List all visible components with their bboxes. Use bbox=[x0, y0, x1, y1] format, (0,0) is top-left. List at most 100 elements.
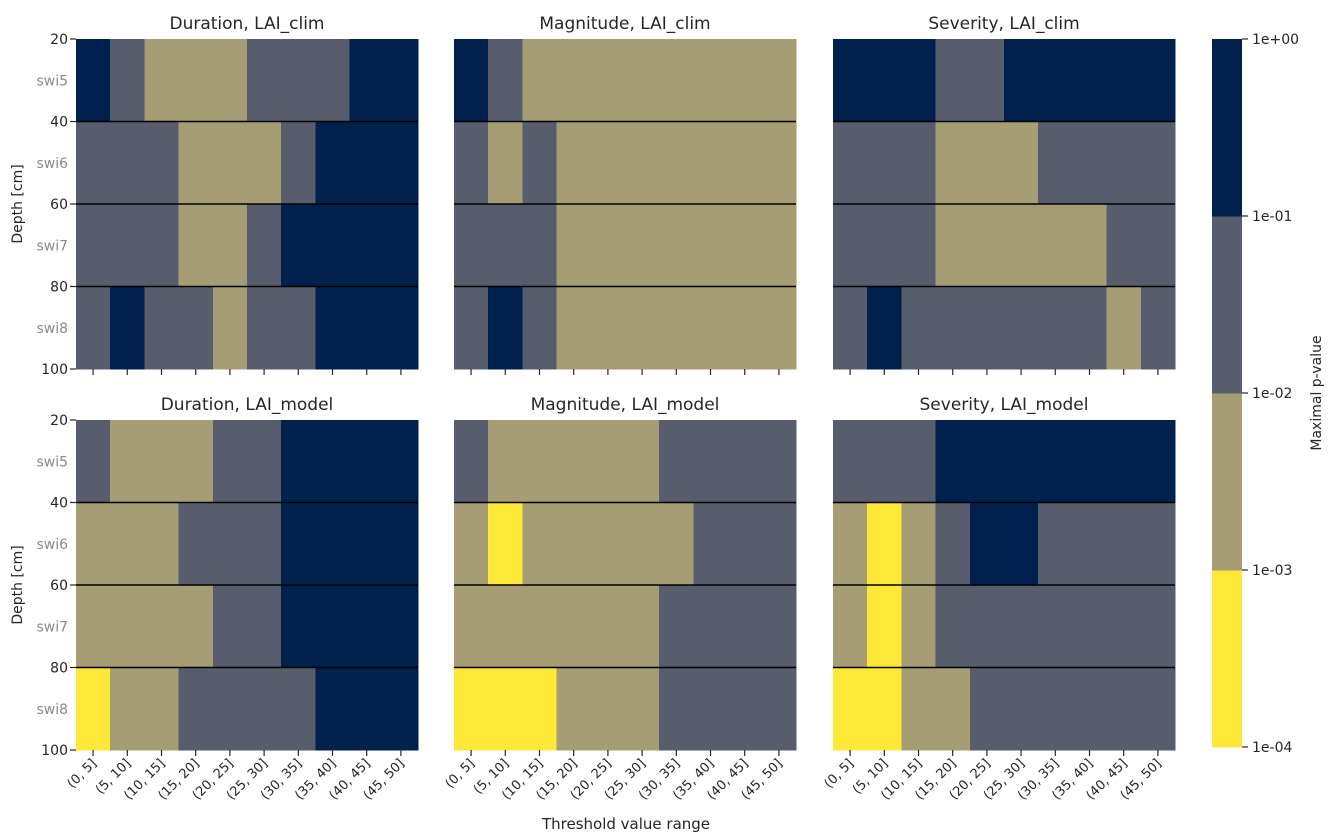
heatmap-cell bbox=[693, 204, 729, 288]
heatmap-cell bbox=[144, 121, 180, 205]
heatmap-cell bbox=[867, 286, 902, 370]
y-row-label: swi6 bbox=[36, 537, 68, 553]
heatmap-cell bbox=[833, 39, 868, 123]
heatmap-cell bbox=[1140, 39, 1176, 123]
heatmap-cell bbox=[556, 667, 592, 751]
heatmap-cell bbox=[659, 39, 694, 123]
heatmap-cell bbox=[1038, 420, 1073, 504]
heatmap-cell bbox=[178, 204, 214, 288]
colorbar-tick-label: 1e-04 bbox=[1252, 740, 1292, 756]
heatmap-cell bbox=[693, 585, 729, 669]
heatmap-cell bbox=[110, 204, 145, 288]
heatmap-cell bbox=[727, 121, 763, 205]
heatmap-cell bbox=[590, 204, 626, 288]
colorbar-tick-label: 1e+00 bbox=[1252, 32, 1299, 48]
heatmap-cell bbox=[383, 204, 419, 288]
heatmap-cell bbox=[212, 420, 248, 504]
heatmap-cell bbox=[281, 286, 316, 370]
heatmap-cell bbox=[901, 502, 937, 586]
heatmap-cell bbox=[1072, 39, 1108, 123]
colorbar-segment bbox=[1212, 570, 1242, 748]
heatmap-cell bbox=[349, 204, 385, 288]
heatmap-cell bbox=[1038, 585, 1073, 669]
heatmap-cell bbox=[969, 420, 1005, 504]
heatmap-cell bbox=[693, 667, 729, 751]
y-depth-tick-label: 60 bbox=[50, 197, 68, 213]
heatmap-cell bbox=[625, 502, 660, 586]
heatmap-cell bbox=[833, 121, 868, 205]
heatmap-cell bbox=[349, 667, 385, 751]
panel-1: Duration, LAI_clim 20 40 60 80 100 swi5 swi6 swi… bbox=[10, 14, 419, 378]
y-row-label: swi7 bbox=[36, 238, 68, 254]
heatmap-cell bbox=[349, 420, 385, 504]
heatmap-cell bbox=[315, 420, 351, 504]
heatmap-cell bbox=[1004, 121, 1039, 205]
heatmap-cell bbox=[727, 204, 763, 288]
heatmap-cell bbox=[144, 420, 180, 504]
heatmap-cell bbox=[1072, 121, 1108, 205]
heatmap-cell bbox=[522, 667, 558, 751]
heatmap-cell bbox=[625, 420, 660, 504]
heatmap-cell bbox=[1004, 286, 1039, 370]
heatmap-cell bbox=[659, 286, 694, 370]
heatmap-cell bbox=[969, 121, 1005, 205]
heatmap-cell bbox=[901, 121, 937, 205]
heatmap-cell bbox=[488, 286, 523, 370]
heatmap-cell bbox=[178, 39, 214, 123]
heatmap-cell bbox=[1106, 286, 1142, 370]
heatmap-cell bbox=[969, 204, 1005, 288]
heatmap-cell bbox=[212, 585, 248, 669]
heatmap-cell bbox=[315, 585, 351, 669]
heatmap-cell bbox=[1106, 420, 1142, 504]
colorbar-tick-label: 1e-01 bbox=[1252, 209, 1292, 225]
heatmap-cell bbox=[693, 286, 729, 370]
heatmap-cell bbox=[76, 420, 111, 504]
heatmap-cell bbox=[693, 39, 729, 123]
heatmap-cell bbox=[833, 667, 868, 751]
heatmap-cell bbox=[522, 286, 558, 370]
panel-title: Magnitude, LAI_model bbox=[531, 395, 720, 415]
y-depth-tick-label: 80 bbox=[50, 661, 68, 677]
heatmap-cell bbox=[935, 667, 971, 751]
heatmap-cell bbox=[659, 502, 694, 586]
heatmap-cell bbox=[901, 585, 937, 669]
heatmap-cell bbox=[556, 121, 592, 205]
heatmap-cell bbox=[1004, 667, 1039, 751]
heatmap-cell bbox=[281, 667, 316, 751]
heatmap-cell bbox=[454, 667, 489, 751]
heatmap-cell bbox=[247, 121, 282, 205]
heatmap-cell bbox=[727, 667, 763, 751]
heatmap-cell bbox=[556, 39, 592, 123]
heatmap-cell bbox=[454, 204, 489, 288]
colorbar-segment bbox=[1212, 393, 1242, 571]
heatmap-cell bbox=[144, 286, 180, 370]
heatmap-cell bbox=[969, 39, 1005, 123]
heatmap-cell bbox=[1106, 121, 1142, 205]
heatmap-cell bbox=[935, 204, 971, 288]
heatmap-panels: Duration, LAI_clim 20 40 60 80 100 swi5 swi6 swi… bbox=[10, 14, 1176, 803]
heatmap-cell bbox=[383, 286, 419, 370]
heatmap-cell bbox=[247, 286, 282, 370]
heatmap-cell bbox=[1140, 286, 1176, 370]
heatmap-cell bbox=[833, 420, 868, 504]
heatmap-cell bbox=[833, 502, 868, 586]
heatmap-cell bbox=[110, 39, 145, 123]
heatmap-cell bbox=[935, 121, 971, 205]
heatmap-cell bbox=[454, 585, 489, 669]
heatmap-cell bbox=[383, 420, 419, 504]
heatmap-cell bbox=[867, 502, 902, 586]
heatmap-cell bbox=[969, 585, 1005, 669]
heatmap-cell bbox=[488, 204, 523, 288]
heatmap-cell bbox=[212, 286, 248, 370]
heatmap-cell bbox=[761, 585, 797, 669]
heatmap-cell bbox=[454, 286, 489, 370]
heatmap-cell bbox=[1004, 420, 1039, 504]
heatmap-cell bbox=[867, 667, 902, 751]
heatmap-cell bbox=[110, 667, 145, 751]
panel-title: Duration, LAI_clim bbox=[169, 14, 324, 34]
heatmap-cell bbox=[659, 204, 694, 288]
heatmap-cell bbox=[522, 585, 558, 669]
heatmap-cell bbox=[590, 502, 626, 586]
y-depth-tick-label: 40 bbox=[50, 496, 68, 512]
